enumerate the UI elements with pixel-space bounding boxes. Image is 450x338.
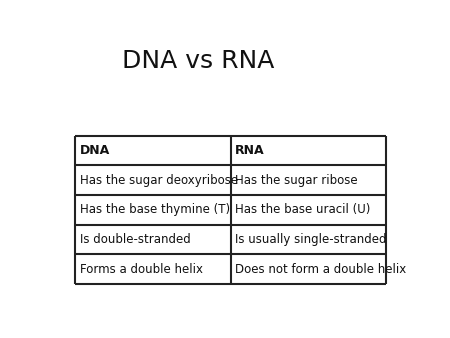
Text: Is usually single-stranded: Is usually single-stranded (235, 233, 386, 246)
Text: Has the base uracil (U): Has the base uracil (U) (235, 203, 370, 216)
Text: DNA: DNA (80, 144, 110, 157)
Text: Forms a double helix: Forms a double helix (80, 263, 202, 275)
Text: Has the sugar deoxyribose: Has the sugar deoxyribose (80, 173, 238, 187)
Text: Has the sugar ribose: Has the sugar ribose (235, 173, 357, 187)
Text: DNA vs RNA: DNA vs RNA (122, 49, 274, 73)
Text: Is double-stranded: Is double-stranded (80, 233, 190, 246)
Text: RNA: RNA (235, 144, 265, 157)
Text: Has the base thymine (T): Has the base thymine (T) (80, 203, 230, 216)
Text: Does not form a double helix: Does not form a double helix (235, 263, 406, 275)
